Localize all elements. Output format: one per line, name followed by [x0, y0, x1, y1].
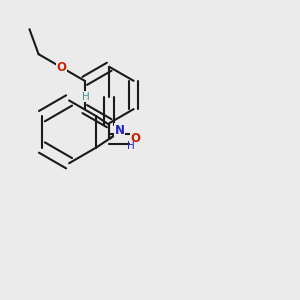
Text: N: N	[115, 124, 125, 137]
Text: H: H	[82, 92, 90, 101]
Text: O: O	[131, 132, 141, 146]
Text: O: O	[57, 61, 67, 74]
Text: H: H	[128, 141, 135, 151]
